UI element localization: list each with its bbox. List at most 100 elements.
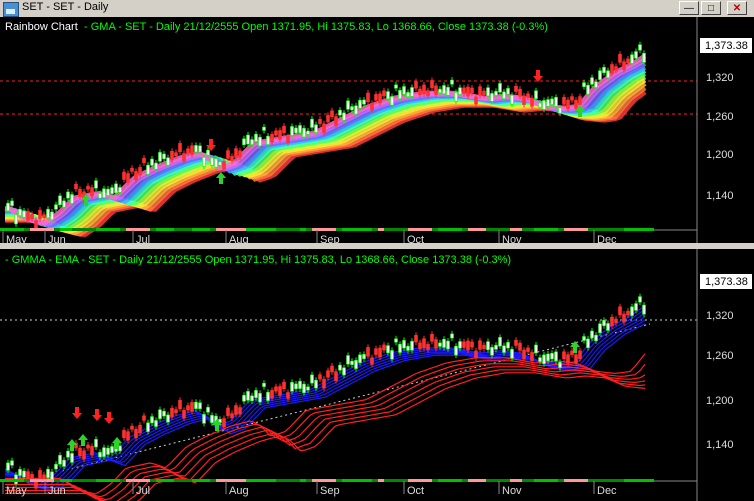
candle-body <box>206 149 210 156</box>
buy-arrow-icon <box>112 437 122 449</box>
strip-cell <box>402 479 408 482</box>
candle-body <box>470 341 474 348</box>
strip-cell <box>624 479 630 482</box>
candle-body <box>418 88 422 96</box>
candle-body <box>70 194 74 204</box>
minimize-button[interactable]: — <box>679 1 699 15</box>
candle-body <box>382 344 386 351</box>
month-label-sep: Sep <box>320 234 340 243</box>
candle-body <box>546 353 550 362</box>
strip-cell <box>630 479 636 482</box>
candle-body <box>618 306 622 316</box>
candle-body <box>278 130 282 140</box>
candle-body <box>502 345 506 353</box>
strip-cell <box>252 479 258 482</box>
candle-body <box>458 341 462 349</box>
strip-cell <box>534 228 540 231</box>
candle-body <box>626 310 630 316</box>
candle-body <box>134 429 138 439</box>
candle-body <box>550 353 554 360</box>
strip-cell <box>564 228 570 231</box>
top-y-tick-1140: 1,140 <box>706 190 734 202</box>
candle-body <box>314 124 318 133</box>
candle-body <box>298 380 302 389</box>
candle-body <box>18 209 22 216</box>
top-last-price: 1,373.38 <box>705 40 748 52</box>
candle-body <box>22 470 26 478</box>
candle-body <box>606 70 610 78</box>
candle-body <box>442 85 446 95</box>
strip-cell <box>432 228 438 231</box>
strip-cell <box>432 479 438 482</box>
strip-cell <box>144 228 150 231</box>
candle-body <box>446 340 450 350</box>
strip-cell <box>534 479 540 482</box>
candle-body <box>10 200 14 206</box>
candle-body <box>34 220 38 229</box>
candle-body <box>450 333 454 339</box>
strip-cell <box>282 479 288 482</box>
candle-body <box>414 81 418 89</box>
rainbow-chart-panel[interactable]: Rainbow Chart - GMA - SET - Daily 21/12/… <box>0 17 754 243</box>
candle-body <box>498 337 502 347</box>
maximize-button[interactable]: □ <box>701 1 721 15</box>
candle-body <box>118 187 122 193</box>
sell-arrow-icon <box>206 139 216 151</box>
strip-cell <box>606 479 612 482</box>
strip-cell <box>96 479 102 482</box>
candle-body <box>538 357 542 362</box>
candle-body <box>86 444 90 449</box>
strip-cell <box>456 479 462 482</box>
strip-cell <box>354 479 360 482</box>
strip-cell <box>258 228 264 231</box>
candle-body <box>18 469 22 476</box>
candle-body <box>554 97 558 107</box>
candle-body <box>226 407 230 416</box>
month-label-nov: Nov <box>502 485 522 497</box>
strip-cell <box>24 228 30 231</box>
candle-body <box>430 333 434 342</box>
strip-cell <box>168 479 174 482</box>
candle-body <box>166 157 170 166</box>
candle-body <box>110 446 114 453</box>
close-button[interactable]: ✕ <box>727 1 747 15</box>
strip-cell <box>642 479 648 482</box>
strip-cell <box>540 228 546 231</box>
strip-cell <box>222 479 228 482</box>
panel-splitter[interactable] <box>0 243 754 249</box>
month-label-dec: Dec <box>597 485 617 497</box>
strip-cell <box>486 479 492 482</box>
strip-cell <box>570 228 576 231</box>
candle-body <box>586 338 590 348</box>
candle-body <box>334 116 338 126</box>
strip-cell <box>552 228 558 231</box>
candle-body <box>354 360 358 369</box>
strip-cell <box>480 479 486 482</box>
candle-body <box>314 379 318 389</box>
strip-cell <box>42 228 48 231</box>
candle-body <box>198 145 202 153</box>
candle-body <box>10 460 14 466</box>
strip-cell <box>276 228 282 231</box>
strip-cell <box>378 228 384 231</box>
candle-body <box>230 156 234 162</box>
candle-body <box>606 323 610 331</box>
strip-cell <box>264 228 270 231</box>
candle-body <box>366 92 370 103</box>
strip-cell <box>216 228 222 231</box>
gmma-chart-panel[interactable]: - GMMA - EMA - SET - Daily 21/12/2555 Op… <box>0 249 754 501</box>
candle-body <box>482 90 486 96</box>
strip-cell <box>588 479 594 482</box>
candle-body <box>630 54 634 64</box>
strip-cell <box>582 479 588 482</box>
strip-cell <box>444 479 450 482</box>
strip-cell <box>384 228 390 231</box>
strip-cell <box>156 228 162 231</box>
strip-cell <box>384 479 390 482</box>
candle-body <box>170 150 174 161</box>
candle-body <box>90 187 94 197</box>
strip-cell <box>12 479 18 482</box>
candle-body <box>254 390 258 399</box>
month-label-jul: Jul <box>136 234 150 243</box>
candle-body <box>162 410 166 417</box>
